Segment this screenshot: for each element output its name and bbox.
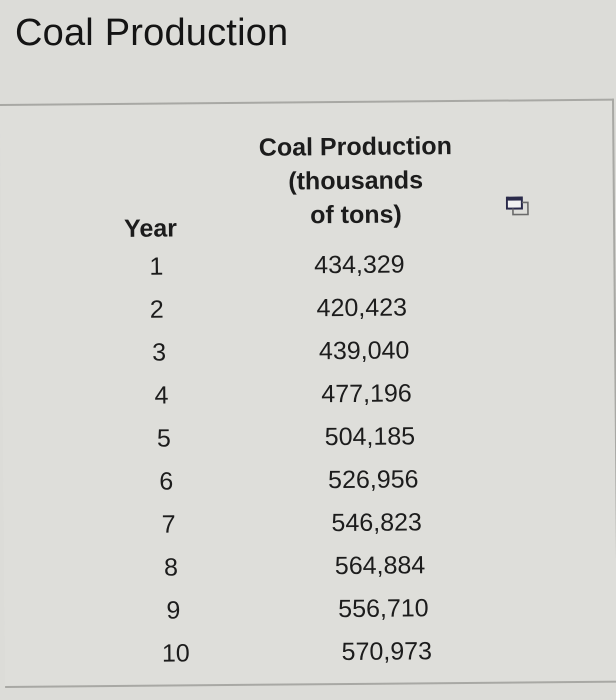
year-cell: 3 xyxy=(152,338,167,367)
year-cell: 1 xyxy=(149,252,164,281)
copy-data-icon[interactable] xyxy=(505,196,530,216)
production-cell: 477,196 xyxy=(321,379,412,409)
production-cell: 434,329 xyxy=(314,250,405,280)
year-cell: 2 xyxy=(149,295,164,324)
year-cell: 7 xyxy=(161,510,176,539)
year-cell: 9 xyxy=(166,596,181,625)
page-title: Coal Production xyxy=(15,12,289,54)
header-line-1: Coal Production xyxy=(258,132,453,162)
year-cell: 4 xyxy=(154,381,169,410)
production-cell: 564,884 xyxy=(334,551,426,581)
production-cell: 526,956 xyxy=(327,465,419,495)
production-cell: 556,710 xyxy=(338,594,429,624)
header-line-2: (thousands xyxy=(288,166,424,196)
production-cell: 570,973 xyxy=(341,637,433,667)
data-table-panel: Year Coal Production (thousands of tons)… xyxy=(0,98,616,688)
column-header-production: Coal Production (thousands of tons) xyxy=(244,129,467,233)
production-cell: 504,185 xyxy=(324,422,416,452)
header-line-3: of tons) xyxy=(310,200,402,230)
year-cell: 8 xyxy=(163,553,179,582)
column-header-year: Year xyxy=(123,214,178,243)
year-cell: 6 xyxy=(159,467,174,496)
production-cell: 439,040 xyxy=(318,336,410,366)
year-cell: 10 xyxy=(161,639,190,668)
production-cell: 420,423 xyxy=(316,293,408,323)
production-cell: 546,823 xyxy=(331,508,422,538)
year-cell: 5 xyxy=(156,424,172,453)
